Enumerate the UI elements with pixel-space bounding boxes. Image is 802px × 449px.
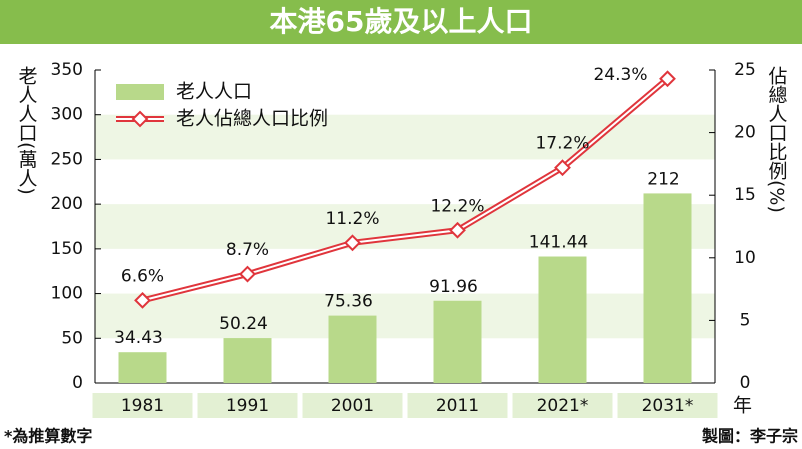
line-series-core (142, 78, 669, 302)
y-tick-label: 200 (51, 194, 83, 214)
bar (643, 193, 692, 383)
y2-tick-label: 25 (734, 60, 756, 80)
y-tick-label: 50 (61, 328, 83, 348)
y-tick-label: 300 (51, 105, 83, 125)
line-marker (449, 221, 466, 239)
legend-label: 老人人口 (176, 81, 252, 103)
y-axis-label: 老人人口(萬人) (16, 66, 38, 195)
bar-value-label: 141.44 (529, 233, 588, 253)
line-value-label: 24.3% (593, 65, 647, 85)
background-stripe (95, 293, 715, 339)
bar (538, 256, 587, 383)
y-tick-label: 350 (51, 60, 83, 80)
x-tick-box (197, 393, 298, 418)
bar (433, 300, 482, 383)
line-marker (134, 291, 151, 309)
bar (223, 338, 272, 383)
legend-swatch (116, 84, 164, 100)
y-tick-label: 150 (51, 239, 83, 259)
y-tick-label: 0 (72, 373, 83, 393)
x-tick-box (617, 393, 718, 418)
line-marker (659, 70, 676, 88)
x-tick-box (302, 393, 403, 418)
x-unit: 年 (733, 395, 752, 417)
line-value-label: 12.2% (430, 196, 484, 216)
x-tick-label: 2001 (331, 396, 374, 416)
y-tick-label: 100 (51, 284, 83, 304)
note: *為推算數字 (4, 427, 92, 446)
x-tick-label: 2031* (642, 396, 694, 416)
y2-tick-label: 0 (740, 373, 751, 393)
legend-label: 老人佔總人口比例 (176, 108, 328, 130)
bar (118, 352, 167, 383)
line-marker (239, 265, 256, 283)
x-tick-box (407, 393, 508, 418)
bar-value-label: 50.24 (219, 314, 268, 334)
legend-marker (131, 110, 149, 128)
line-value-label: 11.2% (325, 209, 379, 229)
line-value-label: 8.7% (226, 240, 269, 260)
x-tick-label: 1991 (226, 396, 269, 416)
y2-axis-label: 佔總人口比例(%) (766, 66, 788, 213)
credit: 製圖：李子宗 (701, 427, 798, 446)
y2-tick-label: 15 (734, 185, 756, 205)
x-tick-box (512, 393, 613, 418)
bar-value-label: 34.43 (114, 328, 163, 348)
bar-value-label: 212 (647, 169, 679, 189)
bar-value-label: 75.36 (324, 292, 373, 312)
title-bar (0, 0, 802, 44)
line-marker (344, 234, 361, 252)
x-tick-label: 2021* (537, 396, 589, 416)
bar-value-label: 91.96 (429, 277, 478, 297)
y-tick-label: 250 (51, 149, 83, 169)
bar (328, 315, 377, 383)
x-tick-box (92, 393, 193, 418)
y2-tick-label: 20 (734, 123, 756, 143)
y2-tick-label: 10 (734, 248, 756, 268)
x-tick-label: 1981 (121, 396, 164, 416)
chart-title: 本港65歲及以上人口 (270, 5, 533, 38)
line-value-label: 17.2% (535, 134, 589, 154)
y2-tick-label: 5 (740, 310, 751, 330)
x-tick-label: 2011 (436, 396, 479, 416)
line-marker (554, 159, 571, 177)
background-stripe (95, 204, 715, 249)
line-value-label: 6.6% (121, 266, 164, 286)
